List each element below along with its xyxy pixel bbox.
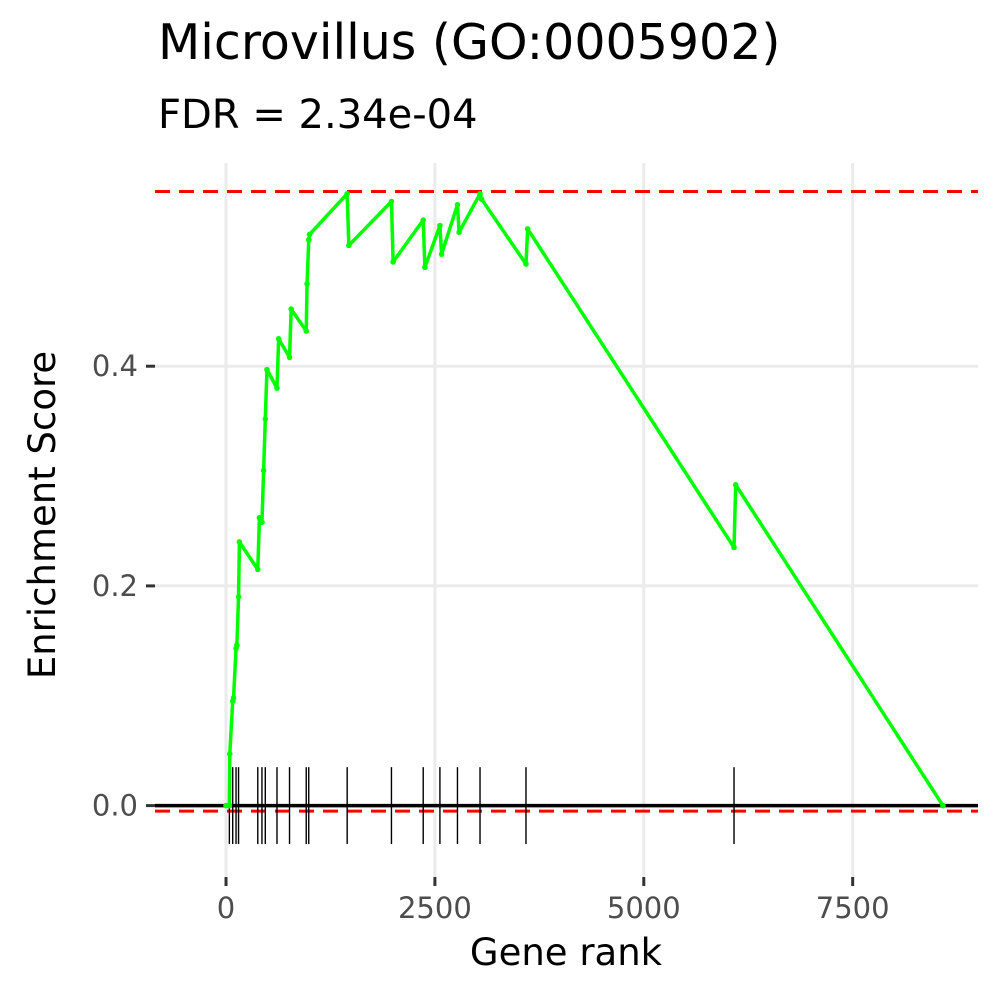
data-point [230, 695, 237, 701]
data-point [346, 242, 352, 249]
data-point [477, 190, 483, 197]
y-tick-label: 0.0 [92, 789, 138, 823]
chart-subtitle: FDR = 2.34e-04 [158, 92, 478, 138]
data-point [235, 594, 242, 600]
chart-title: Microvillus (GO:0005902) [158, 14, 781, 71]
data-point [306, 231, 313, 238]
data-point [478, 196, 485, 203]
data-point [236, 539, 243, 545]
data-point [390, 259, 396, 265]
enrichment-curve [223, 190, 946, 809]
x-tick-label: 2500 [398, 891, 472, 925]
data-point [264, 366, 270, 373]
data-point [286, 354, 293, 361]
gene-hit-ticks [228, 767, 735, 845]
data-point [226, 751, 233, 757]
data-point [234, 642, 240, 649]
series-line [226, 192, 945, 808]
y-tick-label: 0.2 [92, 569, 138, 603]
data-point [454, 201, 461, 208]
data-point [254, 566, 261, 573]
data-point [420, 217, 427, 223]
data-point [344, 190, 350, 197]
data-point [524, 226, 531, 232]
data-point [288, 306, 294, 312]
x-tick-label: 5000 [607, 891, 681, 925]
data-point [437, 222, 443, 229]
data-point [523, 261, 529, 267]
data-point [262, 416, 269, 422]
data-point [940, 802, 946, 809]
data-point [456, 229, 462, 236]
data-point [305, 237, 312, 243]
data-point [256, 515, 263, 521]
data-point [260, 467, 267, 474]
data-point [388, 198, 395, 205]
data-point [732, 482, 739, 488]
data-point [226, 802, 233, 809]
axis-ticks: 0 2500 5000 7500 0.0 0.2 0.4 [92, 349, 890, 925]
data-point [304, 281, 310, 287]
y-axis-title: Enrichment Score [21, 351, 64, 679]
data-point [731, 544, 737, 551]
data-point [422, 264, 428, 271]
data-point [274, 385, 280, 391]
data-point [438, 251, 445, 257]
data-point [303, 328, 310, 334]
x-tick-label: 7500 [816, 891, 890, 925]
x-axis-title: Gene rank [470, 931, 663, 974]
y-tick-label: 0.4 [92, 349, 138, 383]
reference-lines [155, 190, 978, 813]
data-point [259, 519, 265, 525]
grid-lines [155, 163, 978, 877]
x-tick-label: 0 [217, 891, 235, 925]
data-point [275, 335, 282, 342]
